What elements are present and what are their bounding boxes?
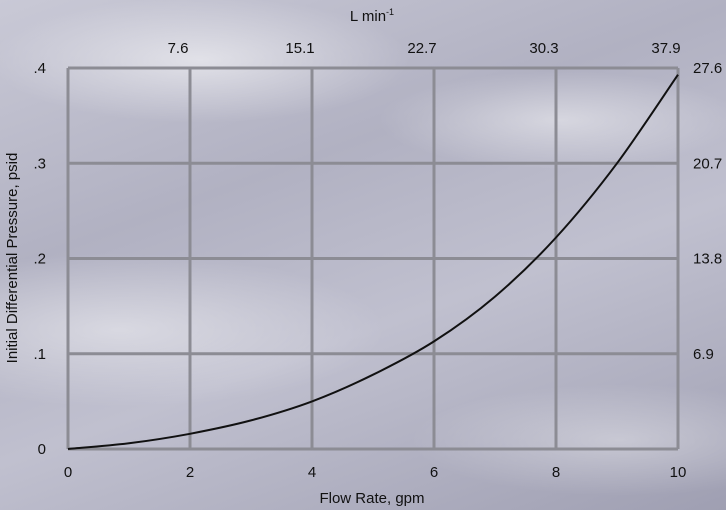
y2-tick-label: 13.8: [693, 251, 722, 268]
ticks: 0 2 4 6 8 10 0 .1 .2 .3 .4 7.6 15.1 22.7 30.3 37.9 6.9 13…: [33, 40, 722, 481]
series: [67, 74, 679, 450]
x2-tick-label: 37.9: [651, 40, 680, 57]
x-tick-label: 0: [64, 464, 72, 481]
x2-tick-label: 15.1: [285, 40, 314, 57]
y2-tick-label: 27.6: [693, 60, 722, 77]
top-axis-unit: L min: [350, 8, 386, 25]
x-tick-label: 4: [308, 464, 316, 481]
y-axis-title: Initial Differential Pressure, psid: [4, 153, 21, 364]
y-tick-label: 0: [38, 441, 46, 458]
x2-tick-label: 7.6: [168, 40, 189, 57]
y-tick-label: .4: [33, 60, 46, 77]
top-axis-exponent: -1: [386, 7, 394, 17]
y-tick-label: .1: [33, 346, 46, 363]
x-tick-label: 6: [430, 464, 438, 481]
y-tick-label: .2: [33, 251, 46, 268]
x2-tick-label: 30.3: [529, 40, 558, 57]
x2-tick-label: 22.7: [407, 40, 436, 57]
x-tick-label: 8: [552, 464, 560, 481]
series-line: [67, 74, 679, 450]
y2-tick-label: 20.7: [693, 155, 722, 172]
top-axis-title: L min-1: [350, 7, 394, 25]
x-axis-title: Flow Rate, gpm: [319, 490, 424, 507]
y2-tick-label: 6.9: [693, 346, 714, 363]
y-tick-label: .3: [33, 155, 46, 172]
grid: [66, 66, 680, 451]
x-tick-label: 2: [186, 464, 194, 481]
x-tick-label: 10: [670, 464, 687, 481]
